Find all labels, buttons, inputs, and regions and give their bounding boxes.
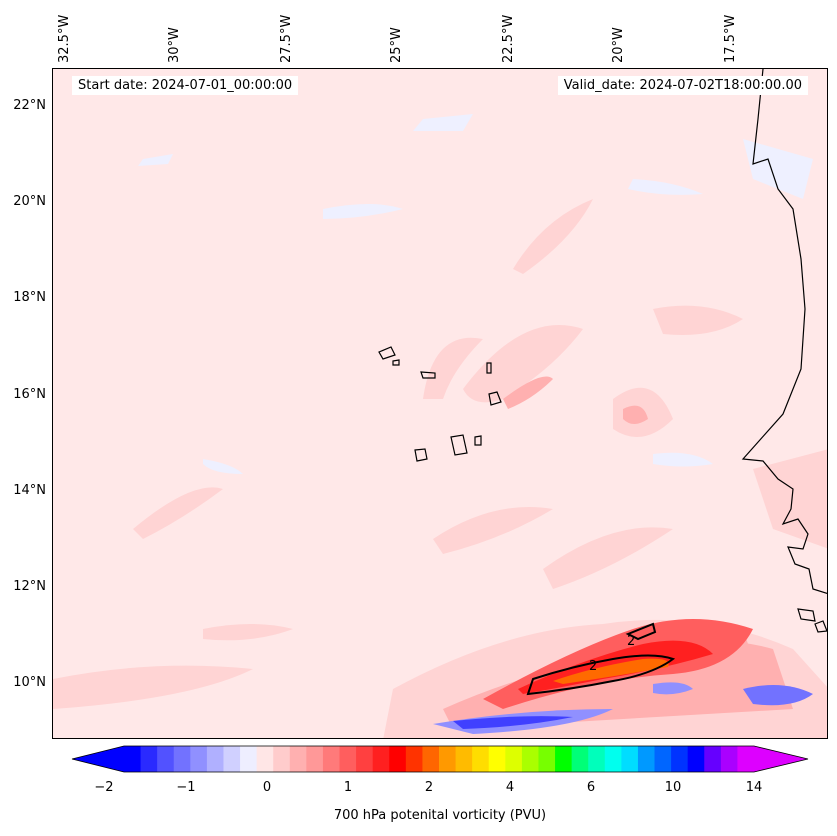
colorbar-min-extension: [72, 746, 124, 772]
colorbar-cell: [422, 746, 440, 772]
colorbar-cell: [488, 746, 506, 772]
colorbar-cell: [555, 746, 573, 772]
latitude-label: 12°N: [13, 579, 46, 594]
colorbar-cell: [306, 746, 324, 772]
colorbar-tick-label: 0: [262, 780, 272, 795]
colorbar-cell: [621, 746, 639, 772]
colorbar-cell: [455, 746, 473, 772]
start-date-label: Start date: 2024-07-01_00:00:00: [72, 76, 299, 95]
colorbar-cell: [737, 746, 755, 772]
colorbar-cell: [322, 746, 341, 772]
colorbar-cell: [389, 746, 407, 772]
colorbar-cell: [339, 746, 357, 772]
colorbar-tick-label: 6: [586, 780, 596, 795]
colorbar-cell: [157, 746, 175, 772]
longitude-label: 32.5°W: [57, 14, 72, 63]
colorbar-cell: [240, 746, 258, 772]
colorbar-tick-label: 2: [424, 780, 434, 795]
colorbar-cell: [190, 746, 208, 772]
colorbar-outline: [71, 745, 809, 773]
longitude-label: 17.5°W: [723, 14, 738, 63]
colorbar-tick-label: 14: [745, 780, 763, 795]
longitude-label: 25°W: [389, 27, 404, 63]
negative-pv-regions: [433, 682, 813, 734]
contour-label-2: 2: [589, 659, 597, 674]
colorbar-cell: [256, 746, 274, 772]
colorbar-cell: [372, 746, 390, 772]
pv-contour-2: [526, 622, 676, 696]
latitude-label: 18°N: [13, 290, 46, 305]
colorbar-tick-label: −1: [176, 780, 196, 795]
colorbar-max-extension: [754, 746, 808, 772]
colorbar-cell: [439, 746, 457, 772]
colorbar-tick-label: −2: [94, 780, 114, 795]
map-panel: 2 2: [52, 68, 828, 739]
cape-verde-islands: [378, 346, 502, 462]
colorbar-cell: [571, 746, 589, 772]
pv-map: 2 2: [53, 69, 827, 738]
longitude-label: 30°W: [167, 27, 182, 63]
longitude-label: 27.5°W: [279, 14, 294, 63]
longitude-label: 20°W: [611, 27, 626, 63]
valid-date-label: Valid_date: 2024-07-02T18:00:00.00: [557, 76, 808, 95]
colorbar-cell: [720, 746, 738, 772]
latitude-label: 10°N: [13, 675, 46, 690]
colorbar-cell: [289, 746, 307, 772]
colorbar-cell: [588, 746, 606, 772]
latitude-label: 14°N: [13, 483, 46, 498]
high-pv-regions: [483, 619, 753, 709]
colorbar-label: 700 hPa potenital vorticity (PVU): [333, 808, 547, 823]
colorbar: [71, 745, 809, 773]
latitude-label: 20°N: [13, 194, 46, 209]
colorbar-cell: [173, 746, 191, 772]
colorbar-cell: [505, 746, 523, 772]
colorbar-cell: [654, 746, 672, 772]
colorbar-cell: [704, 746, 722, 772]
colorbar-cell: [687, 746, 705, 772]
colorbar-tick-label: 1: [343, 780, 353, 795]
colorbar-cell: [356, 746, 374, 772]
latitude-label: 16°N: [13, 387, 46, 402]
colorbar-cell: [472, 746, 490, 772]
colorbar-cell: [124, 746, 142, 772]
colorbar-cell: [604, 746, 622, 772]
colorbar-cell: [223, 746, 241, 772]
colorbar-tick-label: 4: [505, 780, 515, 795]
colorbar-cells: [71, 745, 809, 773]
colorbar-cell: [521, 746, 539, 772]
contour-label-2b: 2: [627, 634, 635, 649]
colorbar-cell: [405, 746, 423, 772]
colorbar-cell: [538, 746, 556, 772]
colorbar-cell: [273, 746, 291, 772]
colorbar-tick-label: 10: [664, 780, 682, 795]
colorbar-cell: [206, 746, 224, 772]
african-coastline: [741, 69, 827, 633]
colorbar-cell: [637, 746, 656, 772]
colorbar-cell: [671, 746, 689, 772]
latitude-label: 22°N: [13, 98, 46, 113]
colorbar-cell: [140, 746, 158, 772]
longitude-label: 22.5°W: [501, 14, 516, 63]
